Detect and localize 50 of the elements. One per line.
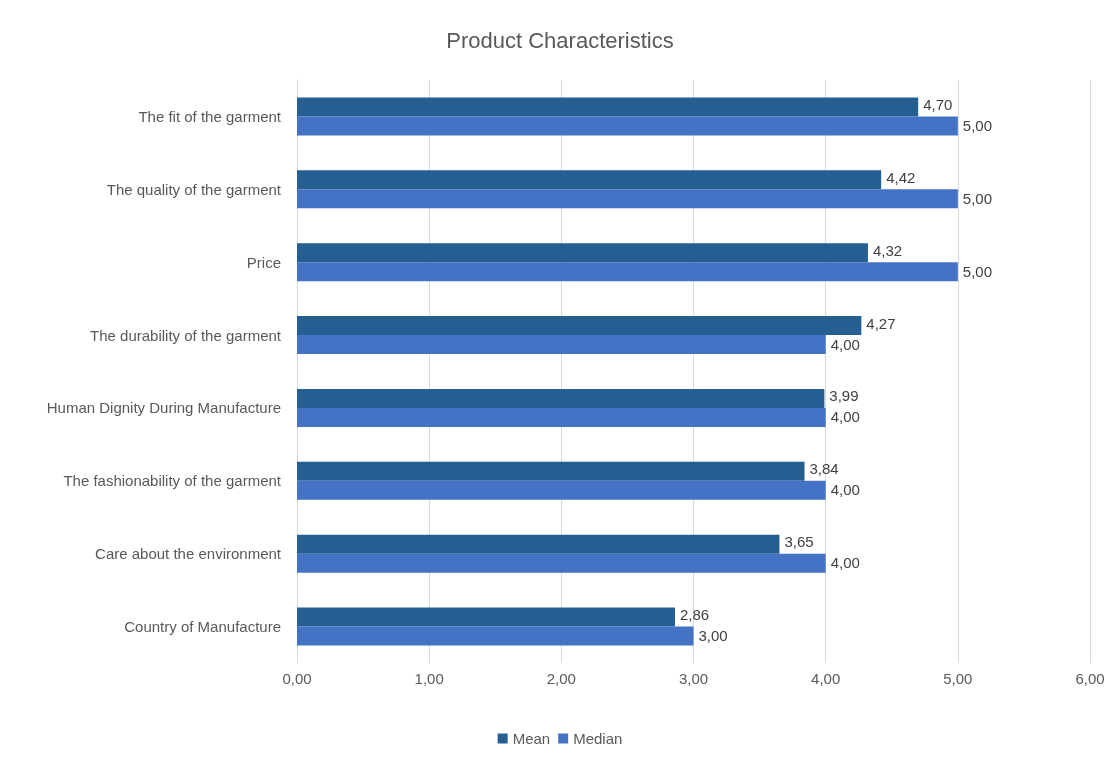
x-tick-label: 5,00 (943, 670, 973, 687)
data-label: 2,86 (680, 606, 710, 624)
x-tick-label: 2,00 (546, 670, 576, 687)
data-label: 4,70 (923, 95, 953, 113)
x-tick-label: 6,00 (1075, 670, 1105, 687)
x-tick-label: 1,00 (414, 670, 444, 687)
data-label: 4,42 (886, 168, 916, 186)
bar (297, 189, 958, 209)
bar (297, 388, 825, 408)
data-label: 3,65 (784, 533, 814, 551)
bar (297, 553, 826, 573)
bar (297, 480, 826, 500)
y-tick-label: The quality of the garment (106, 180, 282, 198)
bar (297, 116, 958, 136)
data-label: 5,00 (962, 116, 993, 134)
legend-label: Mean (512, 730, 551, 747)
bar (297, 407, 826, 427)
bar (297, 461, 805, 481)
y-tick-label: Price (246, 253, 281, 271)
bar (297, 534, 780, 554)
bar (297, 97, 919, 117)
data-label: 3,00 (698, 627, 728, 645)
data-label: 4,00 (830, 335, 860, 353)
legend-label: Median (573, 730, 623, 747)
bar (297, 335, 826, 355)
data-label: 4,32 (872, 241, 903, 259)
data-label: 3,84 (809, 460, 839, 478)
data-label: 4,00 (830, 554, 860, 572)
data-label: 3,99 (829, 387, 859, 405)
y-tick-label: The fashionability of the garment (63, 472, 282, 490)
x-tick-label: 0,00 (282, 670, 312, 687)
y-tick-label: Care about the environment (95, 545, 282, 563)
bar (297, 607, 675, 627)
bar (297, 626, 694, 646)
bar (297, 316, 862, 336)
data-label: 4,00 (830, 408, 860, 426)
data-label: 4,27 (866, 314, 896, 332)
y-tick-label: Country of Manufacture (124, 618, 281, 636)
bar (297, 243, 868, 263)
bar (297, 170, 882, 190)
data-label: 5,00 (962, 262, 993, 280)
chart-title: Product Characteristics (446, 27, 674, 53)
x-tick-label: 4,00 (811, 670, 841, 687)
x-tick-label: 3,00 (678, 670, 709, 687)
y-tick-label: The durability of the garment (90, 326, 282, 344)
y-tick-label: Human Dignity During Manufacture (46, 399, 281, 417)
bar (297, 262, 958, 282)
data-label: 4,00 (830, 481, 860, 499)
y-tick-label: The fit of the garment (138, 107, 282, 125)
data-label: 5,00 (962, 189, 993, 207)
